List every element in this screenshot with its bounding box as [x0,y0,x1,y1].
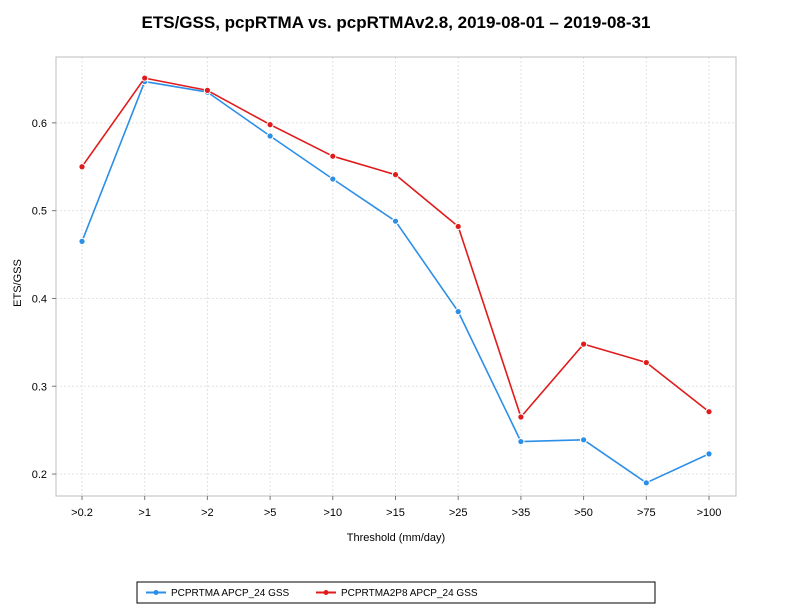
x-tick-label: >75 [637,507,656,519]
legend-marker-pcprtma [154,590,159,595]
data-point [518,439,523,444]
x-tick-label: >50 [574,507,593,519]
x-tick-label: >35 [512,507,531,519]
y-tick-label: 0.6 [32,118,47,130]
data-point [205,88,210,93]
series [78,74,712,486]
x-tick-label: >2 [201,507,214,519]
data-point [518,414,523,419]
legend-label-pcprtma2p8: PCPRTMA2P8 APCP_24 GSS [341,588,478,599]
data-point [330,154,335,159]
x-tick-label: >10 [323,507,342,519]
data-point [706,451,711,456]
data-point [268,122,273,127]
data-point [581,342,586,347]
chart-title: ETS/GSS, pcpRTMA vs. pcpRTMAv2.8, 2019-0… [142,13,651,32]
x-tick-label: >100 [697,507,722,519]
data-point [581,437,586,442]
data-point [456,309,461,314]
data-point [456,224,461,229]
x-axis-label: Threshold (mm/day) [347,532,445,544]
data-point [79,164,84,169]
data-point [142,75,147,80]
data-point [393,172,398,177]
data-point [393,219,398,224]
x-tick-label: >5 [264,507,277,519]
legend-label-pcprtma: PCPRTMA APCP_24 GSS [171,588,290,599]
y-tick-label: 0.4 [32,293,47,305]
x-tick-label: >1 [138,507,151,519]
y-tick-label: 0.3 [32,381,47,393]
data-point [79,239,84,244]
y-axis-label: ETS/GSS [12,259,24,307]
legend: PCPRTMA APCP_24 GSS PCPRTMA2P8 APCP_24 G… [137,582,655,603]
grid [56,57,736,496]
legend-marker-pcprtma2p8 [324,590,329,595]
x-tick-label: >0.2 [71,507,93,519]
x-tick-label: >25 [449,507,468,519]
axes: >0.2 >1 >2 >5 >10 >15 >25 >35 >50 >75 >100 0.2 0.3 0.… [32,118,722,519]
data-point [644,360,649,365]
data-point [330,176,335,181]
data-point [706,409,711,414]
y-tick-label: 0.5 [32,206,47,218]
y-tick-label: 0.2 [32,469,47,481]
data-point [644,480,649,485]
x-tick-label: >15 [386,507,405,519]
data-point [268,133,273,138]
